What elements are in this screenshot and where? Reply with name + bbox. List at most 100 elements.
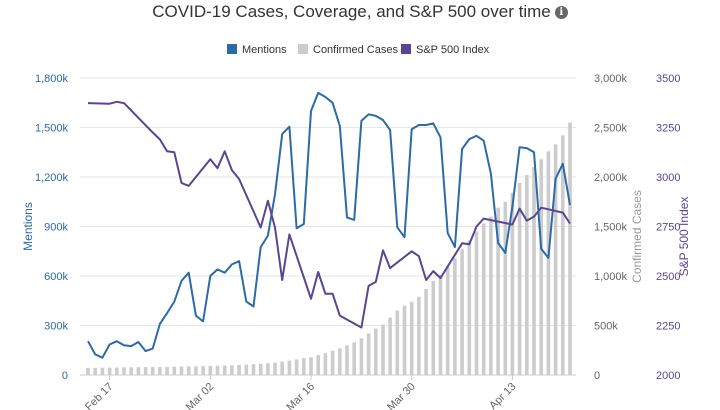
confirmed-cases-bar (366, 333, 371, 375)
confirmed-cases-bar (107, 367, 112, 375)
legend-item-confirmed-cases-swatch[interactable] (298, 44, 308, 54)
y-axis-title-mentions: Mentions (21, 202, 35, 251)
info-icon[interactable]: i (554, 5, 568, 19)
confirmed-cases-bar (431, 280, 436, 375)
y-tick-mentions: 1,800k (35, 73, 69, 85)
y-tick-mentions: 0 (62, 370, 68, 382)
confirmed-cases-bar (561, 135, 565, 375)
confirmed-cases-bar (359, 338, 364, 375)
confirmed-cases-bar (330, 350, 335, 375)
confirmed-cases-bar (215, 365, 220, 375)
confirmed-cases-bar (546, 151, 551, 375)
confirmed-cases-bar (86, 367, 90, 375)
confirmed-cases-bar (266, 363, 270, 375)
y-tick-confirmed-cases: 2,000k (594, 172, 628, 184)
confirmed-cases-bar (201, 366, 205, 375)
y-axis-title-confirmed-cases: Confirmed Cases (630, 190, 644, 283)
legend-item-sp500: S&P 500 Index (416, 44, 490, 56)
x-tick-label: Apr 13 (487, 381, 518, 410)
x-tick-label: Mar 16 (284, 381, 317, 410)
confirmed-cases-bar (395, 310, 400, 375)
y-tick-mentions: 900k (44, 222, 68, 234)
confirmed-cases-bar (150, 367, 155, 375)
y-tick-sp500: 2500 (656, 271, 680, 283)
confirmed-cases-bar (517, 182, 522, 375)
confirmed-cases-bar (179, 366, 184, 375)
confirmed-cases-bar (424, 288, 428, 375)
x-tick-label: Mar 30 (385, 381, 418, 410)
chart-title-bar: COVID-19 Cases, Coverage, and S&P 500 ov… (0, 0, 720, 24)
y-tick-confirmed-cases: 2,500k (594, 123, 628, 135)
y-tick-sp500: 3250 (656, 123, 680, 135)
confirmed-cases-bar (122, 367, 126, 375)
y-tick-confirmed-cases: 3,000k (594, 73, 628, 85)
confirmed-cases-bar (258, 363, 263, 375)
y-tick-mentions: 600k (44, 271, 68, 283)
confirmed-cases-bar (115, 367, 119, 375)
confirmed-cases-bar (496, 207, 500, 375)
confirmed-cases-bar (489, 216, 493, 375)
legend-item-confirmed-cases: Confirmed Cases (313, 44, 398, 56)
confirmed-cases-bar (409, 301, 414, 375)
confirmed-cases-bar (510, 192, 515, 375)
confirmed-cases-bar (388, 317, 392, 375)
legend-item-mentions-swatch[interactable] (227, 44, 237, 54)
y-tick-mentions: 300k (44, 321, 68, 333)
y-tick-confirmed-cases: 1,000k (594, 271, 628, 283)
confirmed-cases-bar (287, 360, 292, 375)
confirmed-cases-bar (323, 353, 328, 375)
chart-title: COVID-19 Cases, Coverage, and S&P 500 ov… (152, 2, 551, 21)
legend-item-mentions: Mentions (242, 44, 287, 56)
y-tick-sp500: 3000 (656, 172, 680, 184)
legend-item-sp500-swatch[interactable] (401, 44, 411, 54)
confirmed-cases-bar (172, 366, 177, 375)
confirmed-cases-bar (237, 364, 241, 375)
confirmed-cases-bar (467, 240, 472, 375)
confirmed-cases-bar (481, 223, 486, 375)
confirmed-cases-bar (539, 159, 543, 375)
confirmed-cases-bar (438, 275, 443, 375)
x-tick-label: Mar 02 (184, 381, 217, 410)
confirmed-cases-bar (208, 365, 213, 375)
confirmed-cases-bar (100, 367, 105, 375)
confirmed-cases-bar (251, 364, 256, 375)
confirmed-cases-bar (158, 366, 162, 375)
confirmed-cases-bar (302, 358, 306, 375)
confirmed-cases-bar (568, 122, 572, 375)
y-tick-sp500: 2000 (656, 370, 680, 382)
sp500-line[interactable] (87, 100, 571, 329)
confirmed-cases-bar (374, 328, 378, 375)
confirmed-cases-bar (280, 361, 284, 375)
y-tick-confirmed-cases: 0 (594, 370, 600, 382)
confirmed-cases-bar (194, 366, 198, 375)
confirmed-cases-bar (474, 231, 479, 375)
confirmed-cases-bar (244, 364, 249, 375)
confirmed-cases-bar (381, 324, 385, 375)
y-tick-mentions: 1,200k (35, 172, 69, 184)
confirmed-cases-bar (316, 355, 320, 375)
y-tick-sp500: 3500 (656, 73, 680, 85)
y-tick-sp500: 2250 (656, 321, 680, 333)
confirmed-cases-bar (186, 366, 191, 375)
confirmed-cases-bar (93, 367, 97, 375)
confirmed-cases-bar (532, 167, 536, 375)
y-tick-sp500: 2750 (656, 222, 680, 234)
y-tick-mentions: 1,500k (35, 123, 69, 135)
confirmed-cases-bar (503, 201, 508, 376)
y-axis-title-sp500: S&P 500 Index (677, 197, 691, 277)
confirmed-cases-bar (345, 345, 349, 375)
confirmed-cases-bar (525, 175, 529, 375)
confirmed-cases-bar (129, 367, 133, 375)
y-tick-confirmed-cases: 500k (594, 321, 618, 333)
confirmed-cases-bar (445, 266, 450, 375)
confirmed-cases-bar (417, 296, 421, 375)
confirmed-cases-bar (165, 366, 169, 375)
confirmed-cases-bar (352, 342, 356, 375)
confirmed-cases-bar (402, 305, 407, 375)
mentions-line[interactable] (87, 91, 571, 359)
confirmed-cases-bar (222, 365, 227, 375)
confirmed-cases-bar (230, 365, 234, 375)
confirmed-cases-bar (309, 357, 313, 375)
confirmed-cases-bar (338, 348, 342, 375)
